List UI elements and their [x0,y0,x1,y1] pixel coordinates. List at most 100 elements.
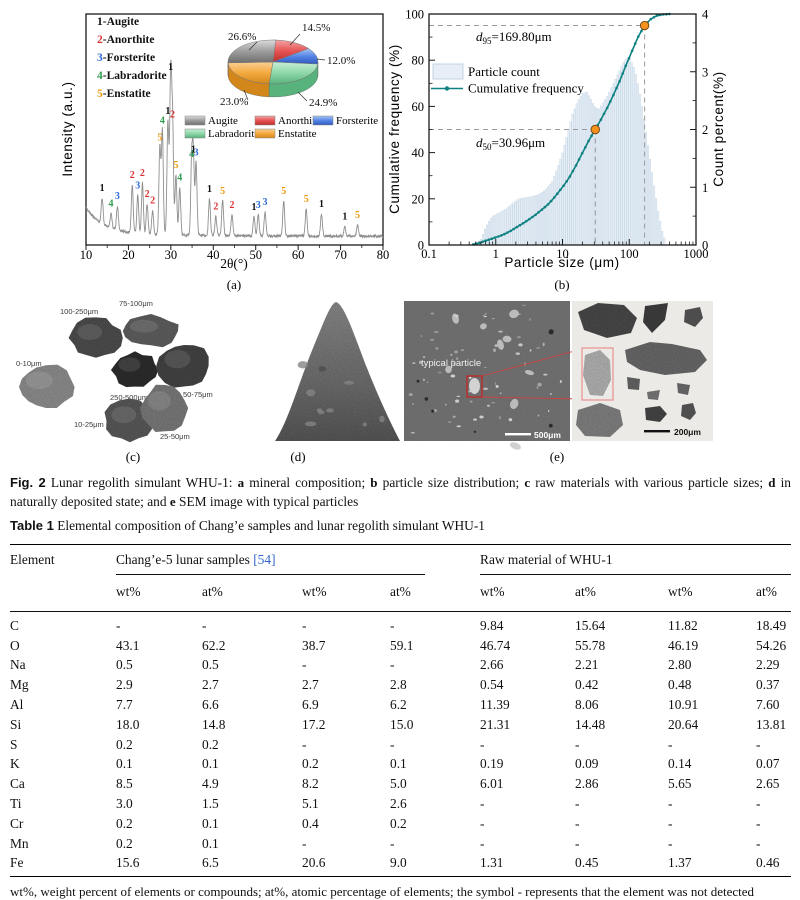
subheader-cell: wt% [668,575,757,612]
psd-right-tick: 0 [702,239,708,253]
psd-x-tick: 1 [493,247,499,261]
value-cell: 2.66 [480,657,504,673]
powder-pile-photo [68,317,123,358]
table-row: O 43.1 62.2 38.7 59.1 46.74 55.78 46.19 54.26 [10,636,791,656]
table-row: S 0.2 0.2 - - - - - - [10,735,791,755]
sem-particle [643,303,668,333]
table-row: Ca 8.5 4.9 8.2 5.0 6.01 2.86 5.65 2.65 [10,774,791,794]
value-cell: 2.6 [390,796,407,812]
value-cell: 2.29 [756,657,780,673]
value-cell: - [575,835,580,851]
value-cell: 11.39 [480,697,510,713]
caption-segment: in naturally deposited state; and [10,475,791,509]
sem-scale-label-500: 500μm [534,430,561,440]
table-row: K 0.1 0.1 0.2 0.1 0.19 0.09 0.14 0.07 [10,755,791,775]
xrd-peak-label: 5 [220,186,225,197]
sem-scale-label-200: 200μm [674,427,701,437]
value-cell: 55.78 [575,637,606,653]
value-cell: 2.86 [575,776,599,792]
pie-legend-label: Augite [208,115,238,127]
value-cell: 46.74 [480,637,511,653]
psd-right-tick: 2 [702,123,708,137]
d50-d95-guides [429,25,646,245]
pile-size-label: 10-25μm [74,420,104,429]
panel-a-xrd: Intensity (a.u.) 2θ(°) (a) 10 20 30 40 50 60 7… [60,13,389,292]
caption-segment: mineral composition; [244,475,371,490]
xrd-tick-label: 30 [165,248,178,262]
psd-left-tick: 60 [412,100,425,114]
value-cell: 9.84 [480,617,504,633]
value-cell: - [756,736,761,752]
pie-legend-label: Forsterite [336,115,378,127]
table-row: Mg 2.9 2.7 2.7 2.8 0.54 0.42 0.48 0.37 [10,675,791,695]
value-cell: - [575,815,580,831]
xrd-peak-label: 1 [165,106,170,117]
xrd-x-axis-label: 2θ(°) [220,256,248,271]
powder-pile-photo [122,314,179,348]
psd-right-tick: 1 [702,181,708,195]
sem-scale-bar-500 [505,433,531,436]
legend-swatch-particle-count [432,63,464,80]
pile-size-label: 75-100μm [119,299,153,308]
element-cell: Cr [10,815,24,831]
panel-a-label: (a) [227,277,241,292]
psd-x-tick: 100 [620,247,639,261]
value-cell: 0.14 [668,756,692,772]
pie-legend-swatch [312,115,334,126]
element-cell: O [10,637,20,653]
sem-overview-image [404,301,570,441]
value-cell: - [756,815,761,831]
subheader-cell: wt% [116,575,202,612]
marker-d95 [639,20,650,31]
panel-e-sem: typical particle 500μm 200μm (e) [404,301,713,464]
value-cell: 2.9 [116,677,133,693]
value-cell: 0.1 [116,756,133,772]
value-cell: 2.7 [302,677,319,693]
annotation-d50: d50=30.96μm [476,135,545,152]
sem-particle [627,377,640,390]
value-cell: 17.2 [302,716,326,732]
citation-54[interactable]: [54] [253,552,276,567]
sem-particle [625,342,707,375]
value-cell: 0.46 [756,853,792,878]
xrd-peak-label: 1 [207,184,212,195]
element-cell: Ti [10,796,22,812]
sem-particle [583,350,611,396]
psd-left-axis-label: Cumulative frequency (%) [387,44,402,214]
value-cell: 43.1 [116,637,140,653]
value-cell: - [668,835,673,851]
value-cell: 0.2 [116,835,133,851]
value-cell: 2.80 [668,657,692,673]
value-cell: 20.6 [302,853,390,878]
value-cell: 10.91 [668,697,699,713]
mineral-index-item: 3-Forsterite [97,52,155,64]
xrd-peak-label: 1 [100,183,105,194]
value-cell: 5.0 [390,776,407,792]
powder-pile-photo [19,364,75,408]
value-cell: 0.45 [575,853,669,878]
pile-size-label: 0-10μm [16,359,42,368]
value-cell: 15.64 [575,617,606,633]
xrd-curve [85,59,384,240]
value-cell: 0.09 [575,756,599,772]
typical-particle-annotation: typical particle [421,358,481,369]
xrd-peak-label: 3 [194,148,199,159]
element-cell: Al [10,697,24,713]
pile-size-label: 25-50μm [160,432,190,441]
xrd-peak-label: 2 [170,109,175,120]
element-cell: Mg [10,677,29,693]
value-cell: 6.6 [202,697,219,713]
pie-legend-swatch [254,115,276,126]
psd-left-tick: 0 [418,239,424,253]
panel-b-label: (b) [554,277,569,292]
annotation-d95: d95=169.80μm [476,29,552,46]
xrd-peak-label: 5 [281,186,286,197]
mineral-pie-chart [227,39,319,98]
value-cell: - [668,796,673,812]
value-cell: - [390,617,395,633]
value-cell: 15.0 [390,716,414,732]
pile-size-label: 50-75μm [183,390,213,399]
group-header-row: Element Chang’e-5 lunar samples [54] Raw… [10,544,792,612]
